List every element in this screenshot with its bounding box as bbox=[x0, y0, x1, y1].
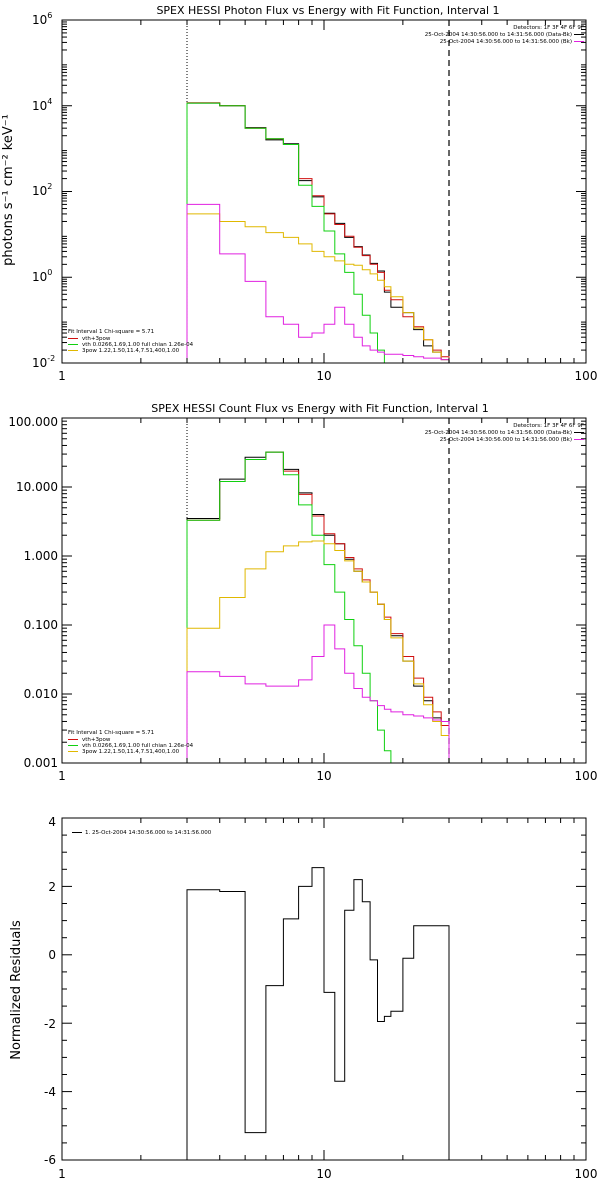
photon-flux-y-label: photons s⁻¹ cm⁻² keV⁻¹ bbox=[1, 114, 16, 266]
photon-flux-vlines bbox=[186, 20, 450, 363]
residuals-series-1-25-oct-2004-14-30-56-000-to-14-31-56-000 bbox=[186, 867, 450, 1160]
residuals-y-tick-label: -6 bbox=[44, 1153, 56, 1167]
residuals-y-tick-label: 0 bbox=[48, 948, 56, 962]
photon-flux-x-tick-label: 100 bbox=[575, 369, 598, 383]
count-flux-y-tick-label: 0.001 bbox=[24, 756, 58, 770]
photon-flux-frame bbox=[61, 19, 587, 364]
count-flux-series-vth-3pow bbox=[186, 451, 450, 763]
residuals-panel: Normalized Residuals 1 10 100 4 2 0 -2 -… bbox=[9, 815, 597, 1181]
count-flux-y-tick-label: 10.000 bbox=[16, 480, 58, 494]
photon-flux-series-vth-3pow bbox=[186, 102, 450, 363]
residuals-y-tick-label: -2 bbox=[44, 1017, 56, 1031]
count-flux-top-legend: Detectors: 1F 3F 4F 6F 9F 25-Oct-2004 14… bbox=[425, 423, 584, 443]
photon-flux-y-tick-labels: 10-2 100 102 104 106 bbox=[32, 11, 55, 370]
count-flux-series-vth bbox=[186, 451, 449, 764]
count-flux-vlines bbox=[186, 418, 450, 763]
count-flux-series-bk bbox=[186, 624, 450, 763]
photon-flux-series-data-bk bbox=[186, 102, 450, 363]
photon-flux-series-bk bbox=[186, 203, 450, 363]
residuals-x-tick-labels: 1 10 100 bbox=[58, 1167, 597, 1181]
residuals-series-group bbox=[186, 867, 450, 1160]
photon-flux-legend-entry: 25-Oct-2004 14:30:56.000 to 14:31:56.000… bbox=[440, 39, 572, 45]
photon-flux-x-tick-label: 1 bbox=[58, 369, 66, 383]
residuals-plot-area bbox=[61, 817, 587, 1161]
photon-flux-y-tick-label: 104 bbox=[32, 97, 52, 113]
photon-flux-fit-entry: 3pow 1.22,1.50,11.4,7.51,400,1.00 bbox=[82, 348, 180, 354]
photon-flux-x-ticks bbox=[61, 20, 587, 363]
count-flux-y-tick-label: 100.000 bbox=[8, 415, 58, 429]
photon-flux-series-group bbox=[186, 102, 450, 364]
count-flux-title: SPEX HESSI Count Flux vs Energy with Fit… bbox=[151, 402, 488, 415]
photon-flux-y-tick-label: 100 bbox=[32, 268, 52, 284]
residuals-x-tick-label: 100 bbox=[575, 1167, 598, 1181]
count-flux-fit-legend: Fit Interval 1 Chi-square = 5.71 vth+3po… bbox=[68, 730, 194, 755]
photon-flux-y-tick-label: 102 bbox=[32, 182, 52, 198]
count-flux-x-tick-labels: 1 10 100 bbox=[58, 769, 597, 783]
photon-flux-fit-entry: vth 0.0266,1.69,1.00 full chian 1.26e-04 bbox=[82, 342, 194, 348]
photon-flux-plot-area bbox=[61, 19, 587, 364]
residuals-y-tick-label: 2 bbox=[48, 880, 56, 894]
count-flux-x-tick-label: 10 bbox=[316, 769, 331, 783]
residuals-x-ticks bbox=[61, 818, 587, 1160]
count-flux-fit-header: Fit Interval 1 Chi-square = 5.71 bbox=[68, 730, 154, 736]
photon-flux-x-tick-label: 10 bbox=[316, 369, 331, 383]
count-flux-plot-area bbox=[61, 417, 587, 764]
photon-flux-y-ticks bbox=[62, 19, 586, 364]
residuals-y-tick-labels: 4 2 0 -2 -4 -6 bbox=[44, 815, 56, 1167]
photon-flux-detectors-label: Detectors: 1F 3F 4F 6F 9F bbox=[513, 25, 584, 31]
photon-flux-series-vth bbox=[186, 102, 449, 364]
photon-flux-fit-entry: vth+3pow bbox=[82, 336, 111, 342]
count-flux-fit-entry: vth+3pow bbox=[82, 737, 111, 743]
count-flux-detectors-label: Detectors: 1F 3F 4F 6F 9F bbox=[513, 423, 584, 429]
count-flux-series-data-bk bbox=[186, 451, 450, 763]
count-flux-x-tick-label: 1 bbox=[58, 769, 66, 783]
residuals-y-ticks bbox=[62, 817, 586, 1161]
count-flux-fit-entry: 3pow 1.22,1.50,11.4,7.51,400,1.00 bbox=[82, 749, 180, 755]
count-flux-y-tick-label: 1.000 bbox=[24, 549, 58, 563]
photon-flux-x-tick-labels: 1 10 100 bbox=[58, 369, 597, 383]
photon-flux-y-tick-label: 106 bbox=[32, 11, 52, 27]
photon-flux-top-legend: Detectors: 1F 3F 4F 6F 9F 25-Oct-2004 14… bbox=[425, 25, 584, 45]
residuals-y-tick-label: 4 bbox=[48, 815, 56, 829]
count-flux-x-ticks bbox=[61, 418, 587, 763]
count-flux-y-tick-label: 0.100 bbox=[24, 618, 58, 632]
photon-flux-fit-header: Fit Interval 1 Chi-square = 5.71 bbox=[68, 329, 154, 335]
count-flux-series-group bbox=[186, 451, 450, 764]
photon-flux-y-tick-label: 10-2 bbox=[32, 354, 55, 370]
count-flux-y-tick-labels: 0.001 0.010 0.100 1.000 10.000 100.000 bbox=[8, 415, 58, 770]
count-flux-y-tick-label: 0.010 bbox=[24, 687, 58, 701]
count-flux-legend-entry: 25-Oct-2004 14:30:56.000 to 14:31:56.000… bbox=[440, 437, 572, 443]
count-flux-panel: SPEX HESSI Count Flux vs Energy with Fit… bbox=[8, 402, 597, 783]
count-flux-fit-entry: vth 0.0266,1.69,1.00 full chian 1.26e-04 bbox=[82, 743, 194, 749]
photon-flux-title: SPEX HESSI Photon Flux vs Energy with Fi… bbox=[156, 4, 499, 17]
photon-flux-panel: SPEX HESSI Photon Flux vs Energy with Fi… bbox=[1, 4, 597, 383]
residuals-x-tick-label: 1 bbox=[58, 1167, 66, 1181]
count-flux-x-tick-label: 100 bbox=[575, 769, 598, 783]
residuals-y-tick-label: -4 bbox=[44, 1085, 56, 1099]
count-flux-frame bbox=[61, 417, 587, 764]
photon-flux-legend-entry: 25-Oct-2004 14:30:56.000 to 14:31:56.000… bbox=[425, 32, 572, 38]
residuals-x-tick-label: 10 bbox=[316, 1167, 331, 1181]
count-flux-series-3pow bbox=[186, 540, 450, 763]
residuals-legend: 1. 25-Oct-2004 14:30:56.000 to 14:31:56.… bbox=[72, 830, 212, 836]
count-flux-y-ticks bbox=[62, 417, 586, 764]
count-flux-legend-entry: 25-Oct-2004 14:30:56.000 to 14:31:56.000… bbox=[425, 430, 572, 436]
residuals-y-label: Normalized Residuals bbox=[9, 920, 24, 1060]
residuals-legend-entry: 1. 25-Oct-2004 14:30:56.000 to 14:31:56.… bbox=[85, 830, 212, 836]
photon-flux-series-3pow bbox=[186, 213, 450, 363]
photon-flux-fit-legend: Fit Interval 1 Chi-square = 5.71 vth+3po… bbox=[68, 329, 194, 354]
